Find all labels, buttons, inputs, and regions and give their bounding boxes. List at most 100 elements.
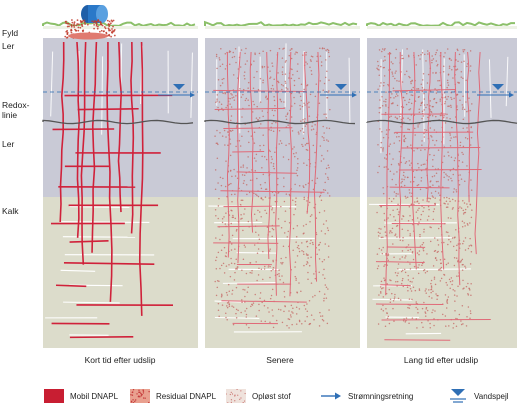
spill-dot — [83, 21, 86, 24]
water-table-marker — [173, 84, 185, 90]
dissolved-dot — [402, 57, 404, 60]
dissolved-dot — [245, 307, 248, 310]
dissolved-dot — [434, 53, 437, 56]
dissolved-dot — [409, 233, 411, 235]
dissolved-dot — [295, 241, 297, 243]
dissolved-dot — [464, 237, 467, 239]
dissolved-dot — [383, 219, 386, 221]
dissolved-dot — [262, 173, 265, 176]
dissolved-dot — [383, 55, 386, 58]
dissolved-dot — [407, 274, 409, 277]
dissolved-dot — [215, 53, 218, 56]
dissolved-dot — [426, 309, 429, 312]
dissolved-dot — [379, 128, 381, 130]
dissolved-dot — [322, 125, 324, 128]
fracture-white — [236, 251, 277, 254]
fill-layer — [205, 26, 360, 29]
dissolved-dot — [390, 61, 393, 63]
dissolved-dot — [225, 255, 227, 258]
dissolved-dot — [294, 275, 297, 278]
dissolved-dot — [448, 176, 450, 178]
dissolved-dot — [469, 65, 472, 67]
dissolved-dot — [402, 117, 405, 119]
dissolved-dot — [304, 308, 307, 310]
dissolved-dot — [286, 236, 289, 238]
dissolved-dot — [271, 109, 274, 111]
dissolved-dot — [224, 92, 226, 95]
dissolved-dot — [456, 48, 459, 50]
dissolved-dot — [465, 325, 468, 327]
dissolved-dot — [462, 118, 465, 120]
dissolved-dot — [231, 200, 233, 203]
dissolved-dot — [468, 245, 471, 247]
dissolved-dot — [416, 200, 419, 202]
spill-puddle — [68, 32, 108, 40]
dissolved-dot — [425, 292, 427, 294]
dissolved-dot — [267, 266, 270, 268]
dissolved-dot — [280, 226, 283, 229]
dissolved-dot — [436, 294, 438, 297]
dissolved-dot — [387, 217, 389, 219]
dissolved-dot — [397, 163, 400, 165]
dissolved-dot — [280, 309, 282, 311]
dissolved-dot — [452, 173, 454, 176]
dissolved-dot — [413, 176, 416, 179]
dissolved-dot — [295, 279, 297, 281]
dissolved-dot — [421, 101, 423, 104]
dissolved-dot — [446, 302, 449, 304]
dissolved-dot — [383, 226, 386, 228]
dissolved-dot — [407, 54, 410, 57]
dissolved-dot — [377, 68, 379, 71]
dissolved-dot — [218, 101, 221, 103]
dissolved-dot — [470, 179, 472, 181]
legend: Mobil DNAPL Residual DNAPL Opløst stof S… — [0, 386, 520, 406]
spill-dot — [70, 31, 73, 34]
dissolved-dot — [258, 303, 260, 306]
dissolved-dot — [310, 256, 312, 258]
dissolved-dot — [232, 306, 235, 308]
dissolved-dot — [253, 131, 256, 133]
dissolved-dot — [411, 252, 414, 254]
fill-layer-label: Fyld — [2, 28, 19, 38]
dissolved-dot — [422, 73, 425, 75]
fracture-red — [466, 51, 471, 203]
dissolved-dot — [326, 127, 328, 129]
dissolved-dot — [437, 180, 439, 183]
dissolved-dot — [265, 212, 268, 215]
dissolved-dot — [281, 66, 284, 68]
dissolved-dot — [469, 310, 472, 312]
dissolved-dot — [254, 53, 256, 56]
dissolved-dot — [444, 294, 447, 296]
dissolved-dot — [297, 162, 299, 165]
dissolved-dot — [461, 151, 463, 154]
dissolved-dot — [451, 283, 453, 286]
dissolved-dot — [313, 273, 315, 275]
dissolved-dot — [283, 290, 285, 293]
dissolved-dot — [274, 200, 277, 203]
dissolved-dot — [443, 273, 445, 276]
dissolved-dot — [451, 237, 454, 239]
dissolved-dot — [216, 67, 218, 70]
dissolved-dot — [328, 309, 330, 311]
dissolved-dot — [435, 92, 438, 94]
dissolved-dot — [376, 267, 379, 270]
dissolved-dot — [290, 116, 293, 118]
fracture-red — [63, 262, 155, 266]
dissolved-dot — [469, 289, 471, 291]
dissolved-dot — [255, 315, 258, 317]
dissolved-dot — [296, 70, 299, 73]
dissolved-dot — [259, 77, 262, 80]
dissolved-dot — [290, 48, 293, 50]
dissolved-dot — [422, 210, 424, 213]
dissolved-dot — [241, 217, 243, 220]
dissolved-dot — [393, 142, 395, 144]
dissolved-dot — [450, 59, 453, 61]
dissolved-dot — [435, 293, 437, 295]
dissolved-dot — [283, 296, 286, 298]
dissolved-dot — [462, 50, 465, 53]
dissolved-dot — [290, 77, 293, 80]
dissolved-dot — [421, 110, 424, 113]
dissolved-dot — [401, 269, 404, 271]
dissolved-dot — [403, 140, 405, 142]
dissolved-dot — [384, 101, 387, 103]
